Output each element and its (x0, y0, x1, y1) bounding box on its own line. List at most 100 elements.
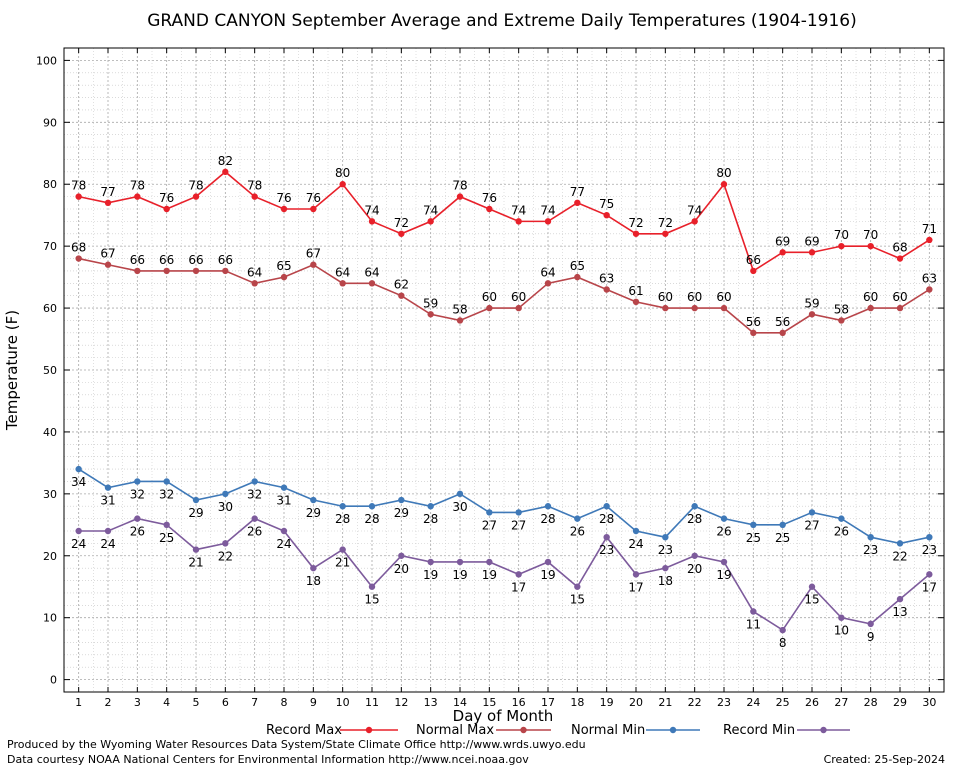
record-max-data-label: 76 (306, 191, 321, 205)
record-min-data-label: 9 (867, 630, 875, 644)
y-tick-label: 50 (43, 364, 57, 377)
record-max-data-label: 76 (159, 191, 174, 205)
record-max-data-label: 78 (188, 179, 203, 193)
record-min-point (486, 558, 493, 566)
record-min-point (779, 626, 786, 634)
normal-max-data-label: 60 (482, 290, 497, 304)
record-min-data-label: 17 (628, 580, 643, 594)
x-tick-label: 2 (105, 696, 112, 709)
record-max-data-label: 76 (482, 191, 497, 205)
normal-max-data-label: 66 (218, 253, 233, 267)
y-ticks: 0 10 20 30 40 50 60 70 80 90 100 (36, 54, 944, 687)
normal-min-point (398, 496, 405, 504)
legend-marker-normal-min (669, 726, 677, 734)
normal-min-data-label: 34 (71, 475, 86, 489)
normal-min-point (339, 503, 346, 510)
normal-min-data-label: 29 (394, 506, 409, 520)
record-min-data-label: 18 (306, 574, 321, 588)
normal-max-data-label: 63 (922, 272, 937, 286)
record-max-point (544, 218, 552, 225)
normal-max-point (515, 304, 522, 312)
record-max-point (662, 230, 669, 237)
record-min-data-label: 10 (834, 624, 849, 638)
normal-min-point (926, 533, 933, 541)
x-tick-label: 5 (193, 696, 200, 709)
normal-min-data-label: 28 (364, 512, 379, 526)
normal-max-point (808, 311, 816, 318)
record-max-data-label: 70 (834, 228, 849, 242)
x-tick-label: 24 (746, 696, 760, 709)
record-max-point (574, 199, 581, 207)
normal-max-point (134, 267, 141, 275)
normal-max-point (486, 304, 493, 312)
record-max-point (280, 205, 288, 213)
normal-min-point (603, 503, 610, 510)
x-tick-label: 7 (251, 696, 258, 709)
record-max-point (750, 267, 757, 275)
normal-min-data-label: 28 (599, 512, 614, 526)
normal-max-point (368, 280, 376, 287)
x-tick-label: 18 (570, 696, 584, 709)
normal-max-point (691, 304, 698, 312)
record-min-data-label: 26 (130, 525, 145, 539)
normal-max-data-label: 59 (423, 296, 438, 310)
record-max-point (603, 211, 610, 219)
x-tick-label: 16 (512, 696, 526, 709)
record-max-data-label: 82 (218, 154, 233, 168)
normal-max-point (339, 280, 346, 287)
record-max-data-label: 74 (687, 203, 702, 217)
normal-max-data-label: 67 (100, 247, 115, 261)
normal-min-point (134, 478, 141, 485)
normal-min-point (163, 478, 170, 485)
chart-title: GRAND CANYON September Average and Extre… (147, 11, 857, 31)
record-max-point (456, 193, 464, 200)
record-min-data-label: 8 (779, 636, 787, 650)
normal-max-point (427, 311, 434, 318)
normal-max-data-label: 60 (658, 290, 673, 304)
normal-min-data-label: 28 (687, 512, 702, 526)
legend-marker-record-max (365, 726, 373, 734)
normal-min-point (750, 521, 757, 529)
normal-max-data-label: 56 (775, 315, 790, 329)
record-min-point (104, 527, 112, 535)
record-max-point (486, 205, 493, 213)
record-min-point (456, 558, 464, 566)
normal-max-point (75, 255, 82, 262)
record-min-point (603, 533, 610, 541)
normal-max-data-label: 60 (687, 290, 702, 304)
record-min-point (310, 564, 317, 572)
normal-max-point (574, 273, 581, 281)
normal-min-data-label: 28 (540, 512, 555, 526)
x-tick-label: 28 (864, 696, 878, 709)
normal-min-data-label: 30 (218, 500, 233, 514)
normal-max-point (222, 267, 229, 275)
normal-max-point (251, 280, 258, 287)
record-max-data-label: 68 (892, 241, 907, 255)
x-tick-label: 10 (336, 696, 350, 709)
normal-max-data-label: 59 (804, 296, 819, 310)
normal-max-point (720, 304, 728, 312)
normal-min-data-label: 27 (804, 518, 819, 532)
record-max-point (515, 218, 522, 225)
y-tick-label: 40 (43, 426, 57, 439)
footer-data-courtesy: Data courtesy NOAA National Centers for … (7, 753, 529, 766)
series-layer: 78 77 78 76 78 82 78 76 76 80 74 72 74 78 76 74 74 77 75 72… (71, 154, 937, 650)
normal-max-line (78, 257, 930, 334)
normal-max-data-label: 66 (130, 253, 145, 267)
normal-min-data-label: 23 (863, 543, 878, 557)
normal-max-point (456, 317, 464, 324)
normal-max-point (867, 304, 874, 312)
x-tick-label: 19 (600, 696, 614, 709)
record-min-line (78, 517, 930, 632)
normal-max-data-label: 60 (892, 290, 907, 304)
record-min-data-label: 25 (159, 531, 174, 545)
normal-min-data-label: 27 (482, 518, 497, 532)
record-max-point (632, 230, 640, 237)
normal-max-data-label: 56 (746, 315, 761, 329)
x-ticks: 1 2 3 4 5 6 7 8 9 10 11 12 13 14 15 16 17 18 19 20 21 22 23 24 2… (75, 48, 936, 709)
record-min-data-label: 26 (247, 525, 262, 539)
x-tick-label: 3 (134, 696, 141, 709)
record-max-line (78, 170, 930, 273)
series-normal-min: 34 31 32 32 29 30 32 31 29 28 28 29 28 30 27 27 28 26 28 24… (71, 465, 937, 563)
